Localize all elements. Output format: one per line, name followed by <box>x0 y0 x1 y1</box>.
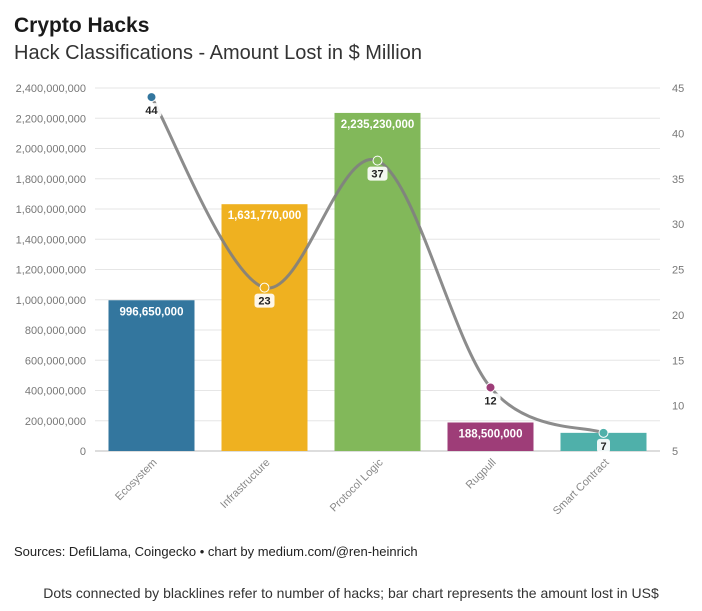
right-axis-tick-label: 20 <box>672 310 684 322</box>
category-label: Ecosystem <box>113 457 160 504</box>
bar <box>108 300 195 451</box>
category-label: Infrastructure <box>218 457 272 511</box>
right-axis-tick-label: 5 <box>672 446 678 458</box>
hack-count-label-bg <box>141 103 162 118</box>
bar <box>447 422 534 451</box>
bar-value-label: 996,650,000 <box>120 306 184 318</box>
left-axis-tick-label: 0 <box>80 446 86 458</box>
chart-subtitle: Hack Classifications - Amount Lost in $ … <box>14 42 422 64</box>
hack-count-label-bg <box>480 393 501 408</box>
hack-count-dot <box>146 92 157 103</box>
category-label: Protocol Logic <box>328 456 386 514</box>
left-axis-tick-label: 800,000,000 <box>25 325 86 337</box>
left-axis-tick-label: 1,200,000,000 <box>16 265 86 277</box>
right-axis-tick-label: 15 <box>672 355 684 367</box>
hack-count-label: 7 <box>600 441 606 453</box>
right-axis-tick-label: 35 <box>672 174 684 186</box>
category-label: Smart Contract <box>551 457 612 518</box>
hack-count-label: 23 <box>258 296 270 308</box>
left-axis-tick-label: 400,000,000 <box>25 386 86 398</box>
chart-title: Crypto Hacks <box>14 14 150 37</box>
right-axis-tick-label: 25 <box>672 265 684 277</box>
left-axis-tick-label: 1,400,000,000 <box>16 234 86 246</box>
hack-count-label: 44 <box>145 105 158 117</box>
source-note: Sources: DefiLlama, Coingecko • chart by… <box>14 544 418 559</box>
left-axis-tick-label: 200,000,000 <box>25 416 86 428</box>
right-axis-tick-label: 40 <box>672 128 684 140</box>
bar <box>221 204 308 451</box>
hack-count-dot <box>598 427 609 438</box>
hack-count-label-bg <box>254 293 275 308</box>
left-axis-tick-label: 2,000,000,000 <box>16 144 86 156</box>
bar-value-label: 1,631,770,000 <box>228 210 302 222</box>
right-axis-tick-label: 10 <box>672 401 684 413</box>
right-axis-tick-label: 45 <box>672 83 684 95</box>
hack-count-label-bg <box>367 166 388 181</box>
category-label: Rugpull <box>464 457 499 492</box>
hack-classification-chart: 0 200,000,000 400,000,000 600,000,000 800,00… <box>16 83 685 518</box>
hack-count-label: 12 <box>484 395 496 407</box>
left-axis-tick-label: 2,200,000,000 <box>16 113 86 125</box>
hack-count-dot <box>259 282 270 293</box>
hack-count-label-bg <box>597 438 610 453</box>
left-axis-tick-label: 1,600,000,000 <box>16 204 86 216</box>
right-axis-tick-label: 30 <box>672 219 684 231</box>
left-axis-tick-label: 2,400,000,000 <box>16 83 86 95</box>
hack-count-dot <box>372 155 383 166</box>
left-axis-tick-label: 1,800,000,000 <box>16 174 86 186</box>
hack-count-label: 37 <box>371 169 383 181</box>
bar-value-label: 2,235,230,000 <box>341 119 415 131</box>
left-axis-tick-label: 1,000,000,000 <box>16 295 86 307</box>
chart-explanation-note: Dots connected by blacklines refer to nu… <box>43 585 659 601</box>
left-axis-tick-label: 600,000,000 <box>25 355 86 367</box>
hack-count-dot <box>485 382 496 393</box>
bar-value-label: 188,500,000 <box>459 428 523 440</box>
